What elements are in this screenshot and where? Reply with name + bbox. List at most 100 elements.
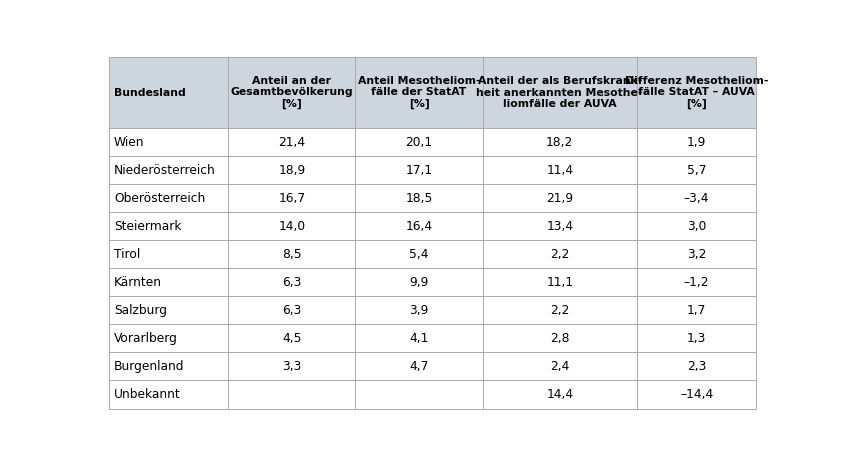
Text: 9,9: 9,9 bbox=[409, 276, 429, 289]
Bar bbox=[355, 57, 483, 128]
Bar bbox=[109, 212, 228, 240]
Bar bbox=[109, 240, 228, 268]
Text: 2,8: 2,8 bbox=[550, 332, 570, 345]
Text: Oberösterreich: Oberösterreich bbox=[114, 192, 205, 205]
Bar bbox=[355, 128, 483, 156]
Text: –14,4: –14,4 bbox=[680, 388, 713, 401]
Bar bbox=[355, 184, 483, 212]
Text: –1,2: –1,2 bbox=[684, 276, 709, 289]
Bar bbox=[637, 325, 756, 352]
Bar bbox=[109, 380, 228, 408]
Text: Differenz Mesotheliom-
fälle StatAT – AUVA
[%]: Differenz Mesotheliom- fälle StatAT – AU… bbox=[625, 76, 768, 109]
Text: Vorarlberg: Vorarlberg bbox=[114, 332, 178, 345]
Bar bbox=[355, 268, 483, 296]
Text: 18,2: 18,2 bbox=[546, 136, 573, 148]
Bar bbox=[228, 212, 355, 240]
Bar bbox=[483, 57, 637, 128]
Bar bbox=[483, 380, 637, 408]
Text: –3,4: –3,4 bbox=[684, 192, 709, 205]
Text: Tirol: Tirol bbox=[114, 248, 140, 261]
Bar bbox=[483, 212, 637, 240]
Text: 2,3: 2,3 bbox=[687, 360, 706, 373]
Text: 1,3: 1,3 bbox=[687, 332, 706, 345]
Text: Niederösterreich: Niederösterreich bbox=[114, 164, 216, 177]
Text: 6,3: 6,3 bbox=[282, 304, 301, 317]
Text: 1,9: 1,9 bbox=[687, 136, 706, 148]
Text: 16,7: 16,7 bbox=[279, 192, 306, 205]
Text: 18,5: 18,5 bbox=[405, 192, 433, 205]
Bar bbox=[483, 268, 637, 296]
Text: 3,2: 3,2 bbox=[687, 248, 706, 261]
Text: Anteil an der
Gesamtbevölkerung
[%]: Anteil an der Gesamtbevölkerung [%] bbox=[230, 76, 353, 109]
Text: 5,4: 5,4 bbox=[409, 248, 429, 261]
Text: 5,7: 5,7 bbox=[687, 164, 706, 177]
Text: 3,0: 3,0 bbox=[687, 220, 706, 233]
Bar bbox=[109, 57, 228, 128]
Text: 4,7: 4,7 bbox=[409, 360, 429, 373]
Bar bbox=[228, 57, 355, 128]
Text: 14,4: 14,4 bbox=[546, 388, 573, 401]
Text: 6,3: 6,3 bbox=[282, 276, 301, 289]
Bar bbox=[637, 240, 756, 268]
Bar bbox=[228, 268, 355, 296]
Bar bbox=[109, 352, 228, 380]
Text: 21,9: 21,9 bbox=[546, 192, 573, 205]
Bar bbox=[109, 268, 228, 296]
Text: 17,1: 17,1 bbox=[405, 164, 433, 177]
Bar bbox=[228, 156, 355, 184]
Bar bbox=[637, 380, 756, 408]
Bar bbox=[228, 184, 355, 212]
Text: Burgenland: Burgenland bbox=[114, 360, 185, 373]
Bar bbox=[355, 156, 483, 184]
Bar bbox=[637, 352, 756, 380]
Bar bbox=[228, 380, 355, 408]
Bar bbox=[483, 156, 637, 184]
Text: 11,1: 11,1 bbox=[546, 276, 573, 289]
Bar bbox=[109, 184, 228, 212]
Bar bbox=[109, 156, 228, 184]
Bar bbox=[109, 325, 228, 352]
Text: Anteil Mesotheliom-
fälle der StatAT
[%]: Anteil Mesotheliom- fälle der StatAT [%] bbox=[358, 76, 480, 109]
Text: Steiermark: Steiermark bbox=[114, 220, 181, 233]
Bar bbox=[637, 268, 756, 296]
Bar bbox=[228, 240, 355, 268]
Text: 21,4: 21,4 bbox=[279, 136, 306, 148]
Text: Kärnten: Kärnten bbox=[114, 276, 162, 289]
Text: 16,4: 16,4 bbox=[405, 220, 433, 233]
Bar bbox=[637, 156, 756, 184]
Text: 11,4: 11,4 bbox=[546, 164, 573, 177]
Text: 8,5: 8,5 bbox=[282, 248, 301, 261]
Text: 4,5: 4,5 bbox=[282, 332, 301, 345]
Text: Unbekannt: Unbekannt bbox=[114, 388, 181, 401]
Text: 3,9: 3,9 bbox=[409, 304, 429, 317]
Bar bbox=[355, 352, 483, 380]
Bar bbox=[355, 240, 483, 268]
Text: 13,4: 13,4 bbox=[546, 220, 573, 233]
Bar bbox=[637, 57, 756, 128]
Text: Anteil der als Berufskrank-
heit anerkannten Mesothe-
liomfälle der AUVA: Anteil der als Berufskrank- heit anerkan… bbox=[477, 76, 643, 109]
Bar bbox=[355, 380, 483, 408]
Text: Bundesland: Bundesland bbox=[114, 88, 186, 98]
Bar bbox=[228, 296, 355, 325]
Bar bbox=[637, 296, 756, 325]
Bar bbox=[637, 128, 756, 156]
Bar bbox=[355, 325, 483, 352]
Text: Salzburg: Salzburg bbox=[114, 304, 167, 317]
Text: 18,9: 18,9 bbox=[279, 164, 306, 177]
Text: Wien: Wien bbox=[114, 136, 144, 148]
Bar bbox=[483, 296, 637, 325]
Text: 20,1: 20,1 bbox=[405, 136, 433, 148]
Bar bbox=[637, 184, 756, 212]
Text: 3,3: 3,3 bbox=[282, 360, 301, 373]
Bar bbox=[355, 296, 483, 325]
Bar bbox=[228, 128, 355, 156]
Bar bbox=[355, 212, 483, 240]
Text: 2,4: 2,4 bbox=[550, 360, 570, 373]
Text: 14,0: 14,0 bbox=[279, 220, 306, 233]
Text: 2,2: 2,2 bbox=[550, 248, 570, 261]
Bar bbox=[109, 296, 228, 325]
Bar bbox=[228, 325, 355, 352]
Bar bbox=[483, 325, 637, 352]
Bar bbox=[483, 128, 637, 156]
Bar bbox=[483, 240, 637, 268]
